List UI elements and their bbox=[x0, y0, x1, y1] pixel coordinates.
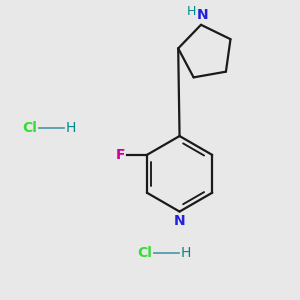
Text: N: N bbox=[174, 214, 185, 228]
Text: H: H bbox=[187, 4, 196, 18]
Text: Cl: Cl bbox=[137, 246, 152, 260]
Text: H: H bbox=[66, 121, 76, 135]
Text: Cl: Cl bbox=[22, 121, 37, 135]
Text: N: N bbox=[197, 8, 208, 22]
Text: H: H bbox=[181, 246, 191, 260]
Text: F: F bbox=[115, 148, 125, 162]
